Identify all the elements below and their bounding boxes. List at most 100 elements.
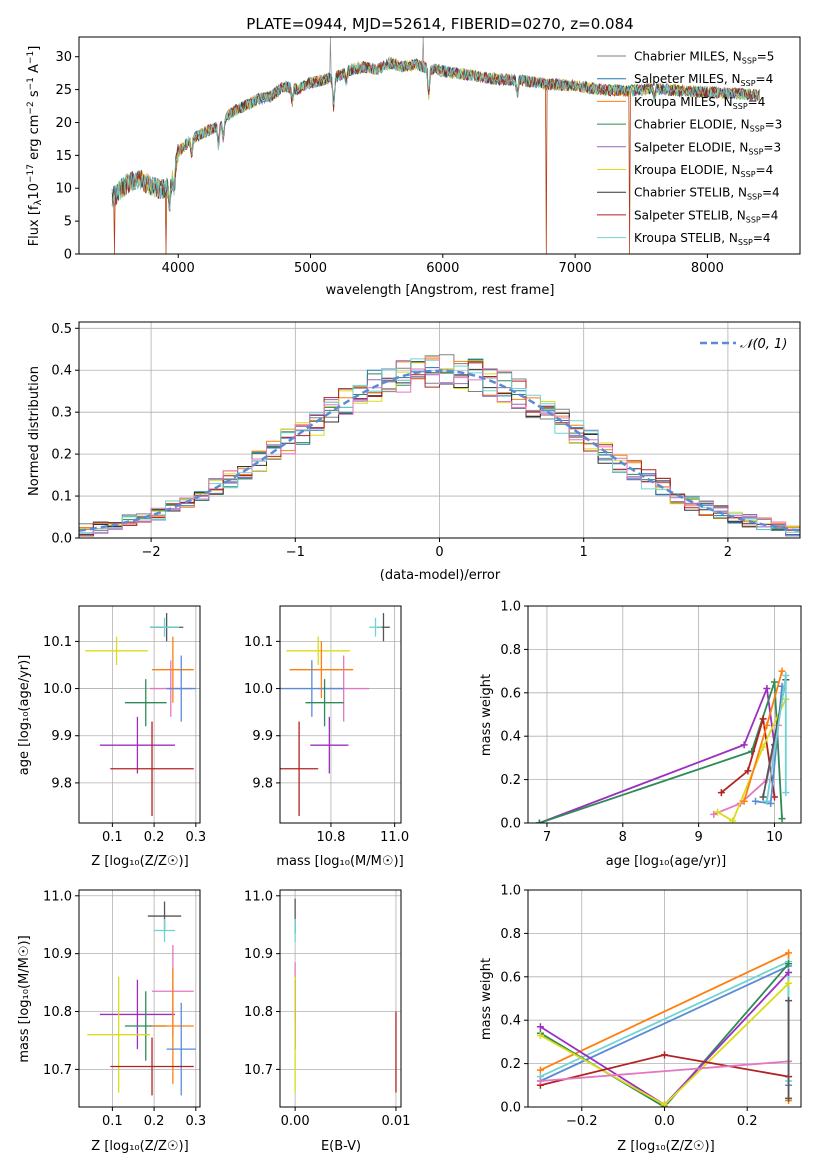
weight_vs_Z-marker-8-0	[785, 997, 793, 1005]
mass_vs_ebv-axes: 0.00 0.01 10.7 10.8 10.9 11.0	[244, 889, 410, 1129]
age_vs_mass-plot-area	[280, 613, 390, 816]
residuals-xtick-label: −1	[286, 545, 305, 560]
normal-legend-label: 𝒩(0, 1)	[740, 337, 787, 352]
mass-vs-ebv-panel: 0.00 0.01 10.7 10.8 10.9 11.0 E(B-V)	[244, 889, 410, 1154]
residuals-panel: −2 −1 0 1 2 0.0 0.1 0.2 0.3 0.4 0.5 𝒩(0, 1) (data-…	[27, 321, 801, 583]
weight_vs_age-series-4	[717, 698, 787, 823]
mass_vs_Z-xtick-label: 0.2	[144, 1114, 165, 1129]
age_vs_Z-frame	[78, 605, 201, 824]
age_vs_Z-point-7	[99, 716, 175, 774]
weight_vs_age-marker-2-1	[744, 767, 752, 775]
residuals-ytick-label: 0.3	[51, 406, 72, 421]
weight_vs_age-ytick-label: 0.8	[500, 643, 521, 658]
weight_vs_age-frame	[527, 605, 802, 824]
legend-label-salpeter-miles: Salpeter MILES, NSSP=4	[634, 72, 773, 88]
weight_vs_age-marker-8-1	[782, 671, 790, 679]
weight_vs_Z-series-7	[540, 1060, 789, 1082]
weight_vs_age-grid	[528, 605, 801, 824]
age_vs_Z-point-2	[85, 636, 148, 665]
age_vs_Z-ytick-label: 9.8	[51, 776, 72, 791]
mass_vs_Z-xtick-label: 0.1	[102, 1114, 123, 1129]
spectrum-ytick-label: 5	[64, 215, 72, 230]
weight_vs_Z-marker-5-0	[536, 1031, 544, 1039]
legend-label-chabrier-stelib: Chabrier STELIB, NSSP=4	[634, 186, 780, 202]
weight_vs_Z-marker-3-2	[785, 960, 793, 968]
weight_vs_age-ytick-label: 1.0	[500, 600, 521, 615]
weight_vs_age-series-2	[720, 718, 776, 798]
mass_vs_Z-point-1	[154, 918, 175, 943]
mass_vs_Z-frame	[78, 889, 201, 1108]
residuals-xtick-label: 1	[580, 545, 588, 560]
mass_vs_Z-point-7	[166, 1002, 196, 1096]
age_vs_mass-point-2	[286, 636, 351, 665]
age_vs_Z-ytick-label: 10.1	[43, 635, 72, 650]
weight_vs_age-ytick-label: 0.4	[500, 730, 521, 745]
legend-label-chabrier-miles: Chabrier MILES, NSSP=5	[634, 50, 774, 66]
weight_vs_age-ytick-label: 0.2	[500, 773, 521, 788]
spectrum-ytick-label: 25	[55, 83, 72, 98]
weight_vs_age-plot-area	[535, 667, 790, 823]
residuals-ytick-label: 0.0	[51, 532, 72, 547]
weight_vs_age-marker-8-0	[763, 797, 771, 805]
mass_vs_ebv-plot-area	[294, 898, 397, 1093]
weight_vs_age-marker-2-2	[759, 715, 767, 723]
legend-label-salpeter-stelib: Salpeter STELIB, NSSP=4	[634, 208, 778, 224]
mass_vs_Z-point-8	[110, 1037, 194, 1096]
weight_vs_Z-ytick-label: 0.0	[500, 1101, 521, 1116]
weight_vs_Z-xtick-label: 0.0	[654, 1114, 675, 1129]
weight-vs-age-panel: 7 8 9 10 0.0 0.2 0.4 0.6 0.8 1.0 age [log₁₀(age/y…	[479, 600, 802, 869]
weight_vs_Z-marker-8-1	[785, 1094, 793, 1102]
mass_vs_Z-grid	[79, 890, 200, 1107]
mass_vs_Z-point-5	[152, 968, 194, 1084]
residuals-ytick-label: 0.4	[51, 364, 72, 379]
age_vs_Z-xtick-label: 0.1	[102, 830, 123, 845]
spectrum-ytick-label: 30	[55, 50, 72, 65]
spectrum-series-chabrier-stelib	[111, 57, 761, 209]
weight_vs_Z-grid	[528, 889, 801, 1108]
age_vs_mass-point-1	[369, 617, 382, 637]
age_vs_Z-point-1	[149, 617, 180, 637]
weight_vs_age-marker-1-2	[770, 678, 778, 686]
spectrum-ytick-label: 20	[55, 116, 72, 131]
weight-z-xlabel: Z [log₁₀(Z/Z☉)]	[617, 1139, 714, 1154]
residuals-ytick-label: 0.1	[51, 490, 72, 505]
age_vs_Z-xtick-label: 0.3	[185, 830, 206, 845]
legend-label-kroupa-miles: Kroupa MILES, NSSP=4	[634, 95, 765, 111]
weight_vs_age-marker-5-2	[778, 667, 786, 675]
age-z-ylabel: age [log₁₀(age/yr)]	[17, 655, 32, 776]
weight_vs_age-ytick-label: 0.6	[500, 686, 521, 701]
spectrum-xlabel: wavelength [Angstrom, rest frame]	[326, 283, 555, 298]
residuals-legend: 𝒩(0, 1)	[700, 337, 787, 352]
weight_vs_Z-xtick-label: 0.2	[737, 1114, 758, 1129]
mass_vs_ebv-ytick-label: 11.0	[244, 889, 273, 904]
figure-title: PLATE=0944, MJD=52614, FIBERID=0270, z=0…	[246, 15, 633, 33]
age_vs_mass-frame	[279, 605, 402, 824]
residuals-xlabel: (data-model)/error	[380, 568, 501, 583]
residuals-plot-area	[79, 354, 800, 538]
age_vs_Z-point-8	[110, 721, 194, 816]
weight_vs_age-marker-2-0	[717, 789, 725, 797]
spectrum-xtick-label: 5000	[294, 261, 327, 276]
weight_vs_age-series-0	[539, 685, 776, 823]
residual-histogram-9	[79, 356, 800, 538]
weight_vs_age-marker-4-0	[714, 808, 722, 816]
age_vs_mass-ytick-label: 10.1	[244, 635, 273, 650]
weight_vs_age-marker-0-1	[740, 741, 748, 749]
weight_vs_Z-ytick-label: 0.2	[500, 1057, 521, 1072]
mass-z-xlabel: Z [log₁₀(Z/Z☉)]	[91, 1139, 188, 1154]
residuals-ytick-label: 0.5	[51, 322, 72, 337]
weight_vs_Z-marker-5-2	[785, 979, 793, 987]
spectrum-xtick-label: 7000	[559, 261, 592, 276]
weight_vs_age-marker-1-3	[778, 815, 786, 823]
weight_vs_age-axes: 7 8 9 10 0.0 0.2 0.4 0.6 0.8 1.0	[500, 600, 802, 845]
mass_vs_ebv-frame	[279, 889, 402, 1108]
age_vs_Z-axes: 0.1 0.2 0.3 9.8 9.9 10.0 10.1	[43, 605, 206, 845]
age-z-xlabel: Z [log₁₀(Z/Z☉)]	[91, 854, 188, 869]
weight_vs_Z-marker-4-2	[785, 968, 793, 976]
mass_vs_ebv-ytick-label: 10.9	[244, 947, 273, 962]
residuals-ytick-label: 0.2	[51, 448, 72, 463]
age_vs_Z-point-6	[124, 679, 167, 727]
weight_vs_age-marker-6-1	[767, 799, 775, 807]
mass_vs_Z-ytick-label: 10.9	[43, 947, 72, 962]
